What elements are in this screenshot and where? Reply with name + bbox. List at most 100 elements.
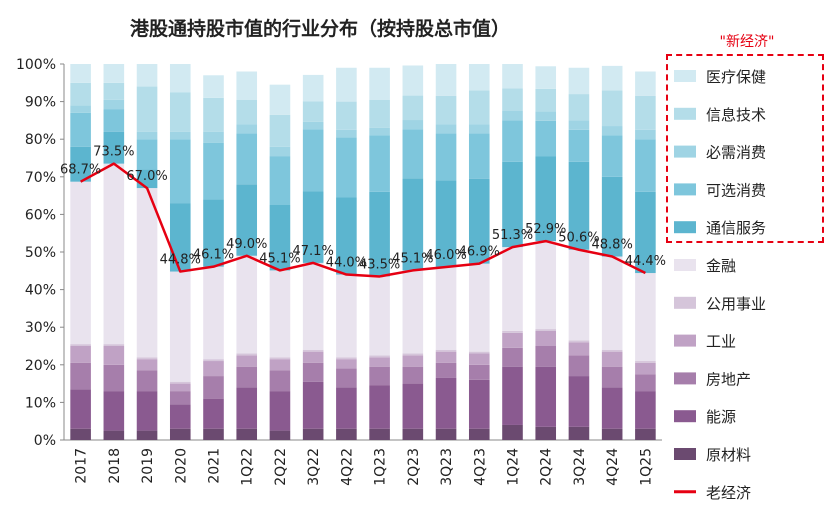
data-label: 50.6%	[558, 231, 599, 246]
new-economy-highlight-box	[666, 54, 824, 243]
bar-segment	[635, 139, 656, 192]
bar-segment	[236, 99, 258, 125]
bar-segment	[336, 359, 357, 369]
bar-segment	[435, 377, 457, 429]
bar-segment	[302, 129, 324, 192]
x-tick-label: 2Q24	[539, 448, 555, 486]
x-tick-label: 2021	[207, 448, 223, 484]
bar-segment	[535, 346, 557, 367]
bar-segment	[402, 120, 424, 130]
bar-segment	[468, 133, 490, 179]
bar-segment	[70, 181, 91, 345]
bar-segment	[169, 203, 191, 272]
bar-segment	[502, 347, 523, 367]
bar-segment	[568, 67, 590, 95]
bar-segment	[402, 95, 424, 121]
bar-segment	[435, 362, 457, 378]
bar-segment	[169, 383, 191, 392]
axes: 0% 10% 20% 30% 40% 50% 60% 70% 80% 90% 100% 2017 201…	[16, 57, 662, 486]
data-label: 46.9%	[459, 245, 500, 260]
y-tick-label: 70%	[25, 170, 56, 186]
bar-segment	[435, 95, 457, 125]
bar-segment	[468, 90, 490, 125]
bar-segment	[336, 368, 357, 388]
x-tick-label: 2Q22	[273, 448, 289, 486]
bar-segment	[502, 111, 523, 121]
legend-label: 老经济	[706, 484, 751, 502]
bar-segment	[635, 374, 656, 392]
bar-segment	[601, 387, 623, 429]
bar-segment	[402, 383, 424, 429]
bar-segment	[103, 364, 125, 392]
bar-segment	[369, 428, 390, 440]
bar-segment	[502, 88, 523, 111]
bar-segment	[269, 205, 291, 271]
bar-segment	[535, 120, 557, 157]
bar-segment	[369, 366, 390, 386]
bar-segment	[169, 64, 191, 93]
bar-segment	[203, 428, 224, 440]
bar-segment	[136, 357, 158, 360]
bar-segment	[70, 389, 91, 429]
bar-segment	[70, 64, 91, 83]
bar-segment	[502, 424, 523, 440]
bar-segment	[336, 67, 357, 102]
bar-segment	[601, 65, 623, 91]
y-tick-label: 90%	[25, 95, 56, 111]
bar-segment	[236, 387, 258, 429]
data-label: 49.0%	[226, 237, 267, 252]
bar-segment	[336, 129, 357, 138]
bar-segment	[203, 199, 224, 267]
legend-swatch	[674, 183, 696, 196]
bar-segment	[468, 353, 490, 365]
bar-segment	[502, 330, 523, 333]
bar-segment	[169, 404, 191, 429]
bar-segment	[136, 131, 158, 140]
bar-segment	[402, 353, 424, 356]
data-label: 46.1%	[193, 248, 234, 263]
bar-segment	[302, 101, 324, 122]
legend-label: 可选消费	[706, 181, 766, 199]
legend-label: 信息技术	[706, 106, 766, 124]
legend-label: 原材料	[706, 446, 751, 464]
bar-segment	[435, 428, 457, 440]
bar-segment	[302, 362, 324, 382]
bar-segment	[136, 188, 158, 358]
bar-segment	[236, 133, 258, 185]
x-tick-label: 3Q23	[439, 448, 455, 486]
bar-segment	[535, 330, 557, 346]
bar-segment	[169, 131, 191, 140]
old-economy-line	[80, 162, 646, 278]
legend-swatch	[674, 448, 696, 460]
bar-segment	[568, 340, 590, 343]
bar-segment	[269, 270, 291, 358]
bar-segment	[203, 131, 224, 143]
bar-segment	[635, 362, 656, 375]
bar-segment	[502, 161, 523, 248]
x-tick-label: 1Q23	[373, 448, 389, 486]
bar-segment	[336, 137, 357, 198]
bar-segment	[136, 139, 158, 170]
bar-segment	[468, 124, 490, 134]
y-tick-label: 80%	[25, 132, 56, 148]
bar-segment	[103, 82, 125, 100]
bar-segment	[502, 332, 523, 348]
bar-segment	[203, 142, 224, 200]
bar-segment	[535, 156, 557, 242]
bar-segment	[468, 428, 490, 440]
bar-segment	[402, 366, 424, 384]
bar-segment	[402, 270, 424, 354]
bar-segment	[402, 129, 424, 179]
bar-segment	[635, 95, 656, 130]
bar-segment	[601, 428, 623, 440]
bar-segment	[601, 135, 623, 177]
bar-segment	[402, 428, 424, 440]
bar-segment	[502, 120, 523, 162]
bar-segment	[435, 64, 457, 96]
bar-segment	[601, 126, 623, 136]
bar-segment	[236, 71, 258, 100]
bar-segment	[568, 342, 590, 356]
data-label: 47.1%	[293, 244, 334, 259]
x-tick-label: 4Q24	[605, 448, 621, 486]
